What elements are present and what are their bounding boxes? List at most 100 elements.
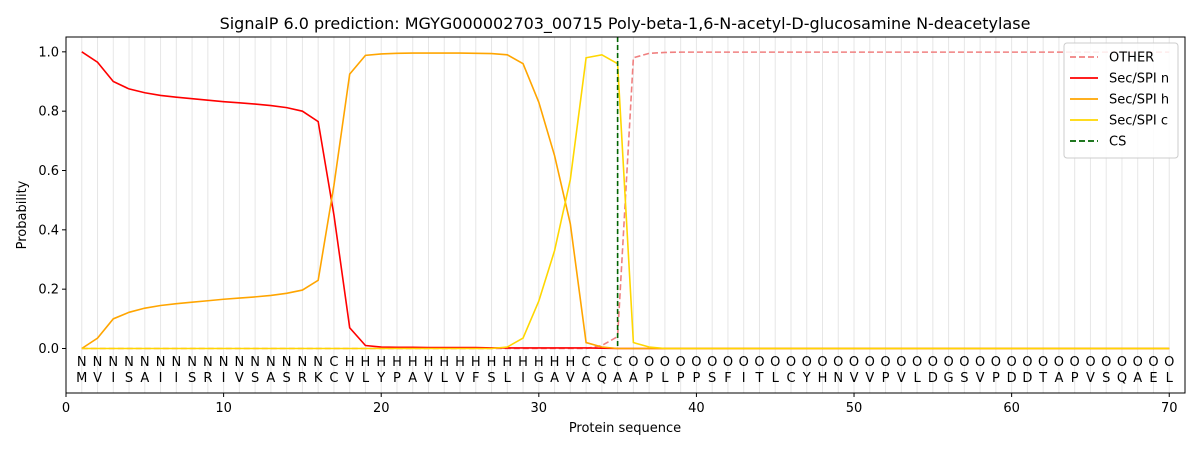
residue-label: M [76, 371, 87, 386]
x-tick-label: 70 [1161, 401, 1178, 416]
residue-label: A [266, 371, 275, 386]
region-label: O [896, 355, 906, 370]
residue-label: P [1071, 371, 1079, 386]
x-tick-label: 50 [846, 401, 863, 416]
residue-label: I [111, 371, 115, 386]
legend-entry: Sec/SPI n [1109, 72, 1169, 87]
grid-lines [81, 37, 1170, 393]
residue-label: R [203, 371, 212, 386]
axes-frame [65, 36, 1186, 394]
region-label: H [376, 355, 386, 370]
region-label: O [833, 355, 843, 370]
chart-title: SignalP 6.0 prediction: MGYG000002703_00… [220, 14, 1031, 34]
y-tick-label: 0.8 [38, 105, 59, 120]
region-label: N [282, 355, 292, 370]
residue-label: F [472, 371, 479, 386]
residue-label: S [1102, 371, 1110, 386]
residue-label: S [188, 371, 196, 386]
region-label: N [250, 355, 260, 370]
region-label: H [518, 355, 528, 370]
residue-label: V [850, 371, 859, 386]
residue-label: P [992, 371, 1000, 386]
residue-label: A [140, 371, 149, 386]
x-tick-label: 40 [688, 401, 705, 416]
residue-label: C [329, 371, 338, 386]
residue-label: S [251, 371, 259, 386]
residue-label: H [818, 371, 828, 386]
residue-label: V [93, 371, 102, 386]
y-tick-label: 0.2 [38, 283, 59, 298]
region-label: O [975, 355, 985, 370]
region-label: N [219, 355, 229, 370]
region-label: O [1070, 355, 1080, 370]
residue-label: I [222, 371, 226, 386]
region-label: O [676, 355, 686, 370]
legend-entry: Sec/SPI c [1109, 114, 1168, 129]
region-label: H [408, 355, 418, 370]
y-tick-label: 1.0 [38, 45, 59, 60]
residue-label: V [897, 371, 906, 386]
y-tick-label: 0.0 [38, 342, 59, 357]
residue-label: A [629, 371, 638, 386]
x-tick-label: 20 [373, 401, 390, 416]
region-label: C [582, 355, 591, 370]
residue-label: I [521, 371, 525, 386]
region-label: O [723, 355, 733, 370]
residue-label: P [393, 371, 401, 386]
legend-entry: Sec/SPI h [1109, 93, 1169, 108]
region-label: O [802, 355, 812, 370]
region-label: C [613, 355, 622, 370]
region-label: H [565, 355, 575, 370]
region-label: O [660, 355, 670, 370]
residue-label: Q [1117, 371, 1127, 386]
region-label: O [865, 355, 875, 370]
region-label: O [912, 355, 922, 370]
region-label: C [597, 355, 606, 370]
region-label: N [140, 355, 150, 370]
residue-label: D [1022, 371, 1032, 386]
region-label: H [502, 355, 512, 370]
region-label: O [1164, 355, 1174, 370]
y-tick-label: 0.6 [38, 164, 59, 179]
legend: OTHER Sec/SPI n Sec/SPI h Sec/SPI c CS [1063, 42, 1179, 159]
residue-label: R [298, 371, 307, 386]
region-label: O [991, 355, 1001, 370]
region-label: H [471, 355, 481, 370]
region-label: H [439, 355, 449, 370]
residue-label: L [661, 371, 669, 386]
residue-label: A [408, 371, 417, 386]
x-tick-label: 0 [62, 401, 70, 416]
region-label: O [1007, 355, 1017, 370]
y-tick-label: 0.4 [38, 223, 59, 238]
residue-label: I [159, 371, 163, 386]
x-tick-label: 10 [215, 401, 232, 416]
residue-label: V [1086, 371, 1095, 386]
residue-label: P [693, 371, 701, 386]
residue-label: L [913, 371, 921, 386]
residue-label: N [833, 371, 843, 386]
residue-label: A [550, 371, 559, 386]
residue-label: C [786, 371, 795, 386]
x-tick-label: 60 [1003, 401, 1020, 416]
region-label: O [1117, 355, 1127, 370]
residue-label: G [944, 371, 954, 386]
legend-box [1063, 42, 1179, 159]
y-axis-label: Probability [15, 180, 30, 249]
residue-label: T [754, 371, 763, 386]
residue-label: A [582, 371, 591, 386]
residue-label: A [613, 371, 622, 386]
residue-label: K [314, 371, 323, 386]
region-label: O [770, 355, 780, 370]
region-label: O [1085, 355, 1095, 370]
region-label: N [234, 355, 244, 370]
residue-label: Y [376, 371, 385, 386]
region-label: N [203, 355, 213, 370]
residue-label: P [677, 371, 685, 386]
residue-label: T [1038, 371, 1047, 386]
residue-label: V [976, 371, 985, 386]
region-label: N [124, 355, 134, 370]
region-label: O [849, 355, 859, 370]
region-label: O [786, 355, 796, 370]
